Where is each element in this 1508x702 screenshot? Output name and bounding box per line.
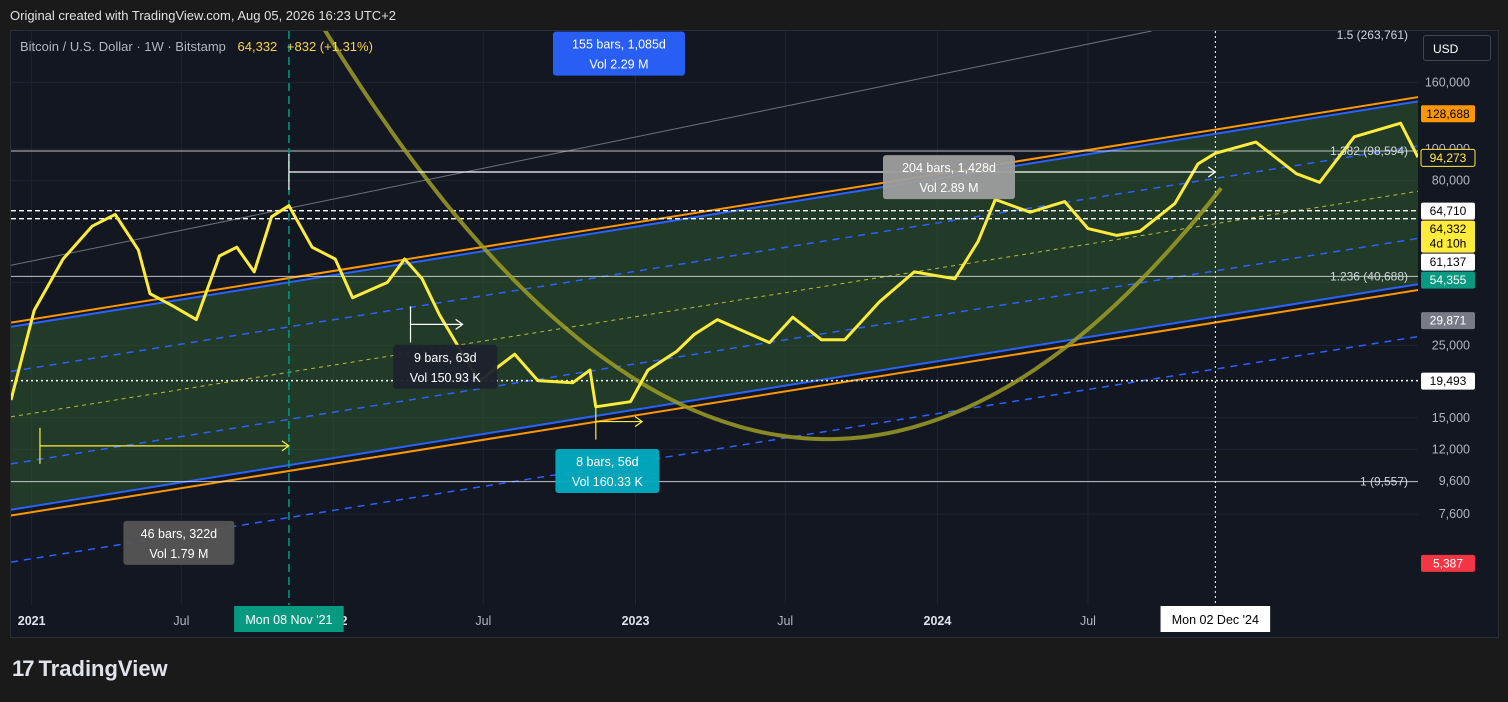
price-axis-label: 61,137: [1430, 255, 1467, 269]
channel-lower-orange: [11, 289, 1418, 517]
x-tick-label: Jul: [173, 614, 189, 628]
measure-box: [393, 344, 498, 389]
price-axis-label-bg: [1421, 105, 1475, 123]
channel-mid-line: [11, 145, 1418, 373]
channel-fill: [11, 101, 1418, 510]
time-axis-label: Mon 02 Dec '24: [1172, 613, 1259, 627]
measure-volume: Vol 1.79 M: [149, 547, 208, 561]
brand-name: TradingView: [38, 656, 168, 681]
channel-upper-blue: [11, 100, 1418, 328]
channel-lower-blue: [11, 283, 1418, 511]
measure-box: [123, 520, 235, 565]
price-axis-label-bg: [1420, 148, 1476, 167]
range-arrow-head: [281, 440, 290, 452]
last-price: 64,332: [237, 39, 278, 54]
y-tick-label: 7,600: [1439, 507, 1470, 521]
measure-box: [555, 449, 660, 494]
measure-label: 9 bars, 63d: [414, 351, 477, 365]
symbol-name[interactable]: Bitcoin / U.S. Dollar · 1W · Bitstamp: [20, 39, 226, 54]
y-tick-label: 15,000: [1432, 411, 1470, 425]
y-tick-label: 25,000: [1432, 338, 1470, 352]
measure-box: [552, 31, 685, 76]
price-axis-label: 64,332: [1430, 222, 1467, 236]
y-tick-label: 12,000: [1432, 442, 1470, 456]
measure-volume: Vol 2.29 M: [589, 58, 648, 72]
range-arrow-head: [455, 318, 464, 330]
fib-level-label: 1.236 (40,688): [1330, 269, 1408, 283]
price-axis-label-bg: [1421, 554, 1475, 572]
measure-label: 155 bars, 1,085d: [572, 38, 666, 52]
time-axis-label-bg: [234, 606, 344, 632]
created-note: Original created with TradingView.com, A…: [10, 8, 397, 23]
price-series-line: [11, 121, 1418, 409]
channel-upper-orange: [11, 96, 1418, 324]
x-tick-label: Jul: [1080, 614, 1096, 628]
tradingview-brand[interactable]: 17 TradingView: [12, 656, 168, 682]
arc-curve: [323, 31, 1223, 442]
y-tick-label: 80,000: [1432, 174, 1470, 188]
fib-level-label: 1.5 (263,761): [1337, 28, 1408, 42]
price-axis-label: 5,387: [1433, 556, 1463, 570]
price-axis-label: 54,355: [1430, 273, 1467, 287]
y-tick-label: 160,000: [1425, 75, 1470, 89]
y-tick-label: 9,600: [1439, 474, 1470, 488]
measure-box: [883, 155, 1015, 200]
x-tick-label: Jul: [475, 614, 491, 628]
price-axis-label: 29,871: [1430, 314, 1467, 328]
price-axis-label: 128,688: [1426, 107, 1470, 121]
price-axis-label: 19,493: [1430, 374, 1467, 388]
price-axis-label-bg: [1421, 271, 1475, 289]
time-axis-label: Mon 08 Nov '21: [245, 613, 332, 627]
range-arrow-head: [634, 416, 644, 428]
price-axis-label-bg: [1421, 372, 1475, 390]
price-axis-countdown: 4d 10h: [1430, 237, 1467, 251]
range-arrow-head: [1207, 166, 1217, 178]
measure-volume: Vol 150.93 K: [410, 371, 482, 385]
fib-level-label: 1.382 (98,594): [1330, 144, 1408, 158]
symbol-legend: Bitcoin / U.S. Dollar · 1W · Bitstamp 64…: [20, 39, 373, 54]
fib-level-label: 1 (9,557): [1360, 475, 1408, 489]
price-change: +832 (+1.31%): [286, 39, 373, 54]
channel-median-line: [11, 190, 1418, 418]
price-axis-label: 94,273: [1430, 151, 1467, 165]
price-axis-label-bg: [1421, 253, 1475, 271]
price-axis-label-bg: [1421, 312, 1475, 330]
measure-label: 8 bars, 56d: [576, 455, 639, 469]
x-tick-label: 2023: [622, 614, 650, 628]
plot-area: [11, 31, 1418, 605]
trend-line-grey: [11, 31, 1152, 266]
time-axis-label-bg: [1160, 606, 1271, 632]
measure-volume: Vol 2.89 M: [919, 181, 978, 195]
x-tick-label: Jul: [777, 614, 793, 628]
price-axis-label-bg: [1421, 202, 1475, 220]
channel-mid-line: [11, 335, 1418, 563]
x-tick-label: 2024: [924, 614, 952, 628]
currency-button[interactable]: USD: [1423, 35, 1491, 61]
x-tick-label: 2021: [18, 614, 46, 628]
price-axis-label: 64,710: [1430, 204, 1467, 218]
tradingview-logo-icon: 17: [12, 656, 35, 681]
measure-volume: Vol 160.33 K: [572, 475, 644, 489]
measure-label: 46 bars, 322d: [141, 527, 217, 541]
price-axis-label-bg: [1421, 220, 1475, 253]
measure-label: 204 bars, 1,428d: [902, 161, 996, 175]
